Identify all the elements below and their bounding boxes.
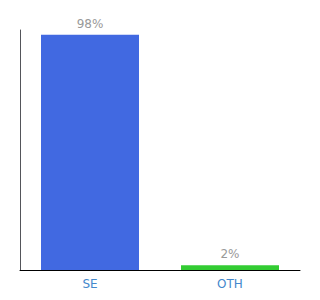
svg-text:2%: 2% xyxy=(220,247,239,261)
svg-text:OTH: OTH xyxy=(217,277,243,291)
svg-text:SE: SE xyxy=(82,277,97,291)
svg-text:98%: 98% xyxy=(77,17,104,31)
